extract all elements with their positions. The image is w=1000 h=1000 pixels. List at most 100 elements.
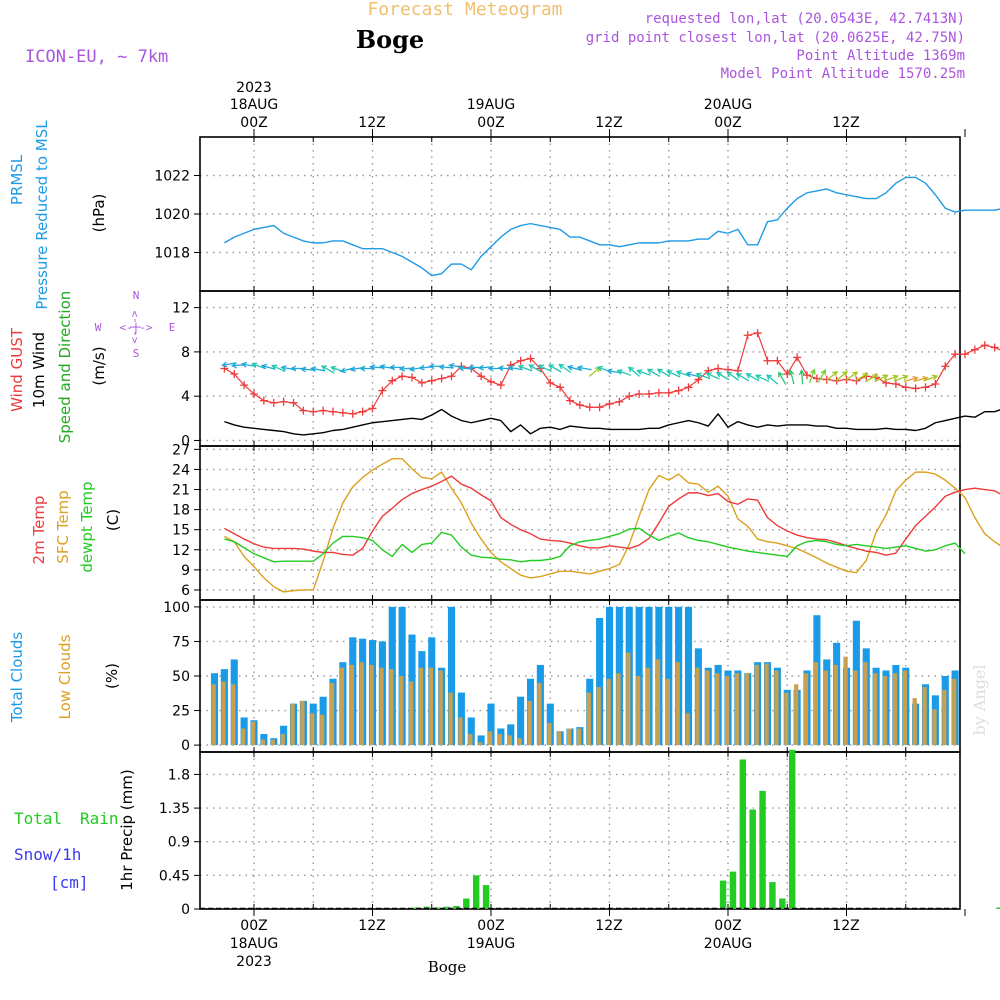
- temp-sfc-label: SFC Temp: [54, 490, 72, 563]
- gust-marker: [911, 384, 920, 393]
- total-cloud-bar: [477, 735, 485, 746]
- low-cloud-bar: [566, 728, 572, 746]
- low-cloud-bar: [399, 676, 404, 746]
- low-cloud-bar: [290, 703, 295, 746]
- plot-layer: 1018102010220481269121518212427025507510…: [154, 129, 1000, 918]
- low-cloud-bar: [359, 662, 364, 746]
- wind-arrow: [528, 364, 542, 373]
- top-hour-label-1: 00Z: [240, 115, 267, 131]
- wind-arrow: [705, 372, 720, 380]
- y-tick-label: 100: [163, 600, 190, 616]
- y-tick-label: 9: [181, 563, 190, 579]
- panel-precip: 0 0.45 0.9 1.35 1.8: [159, 751, 961, 918]
- rain-bar: [719, 880, 727, 909]
- y-tick-label: 21: [172, 483, 190, 499]
- top-date-label-1: 18AUG: [230, 97, 279, 113]
- gust-marker: [980, 341, 989, 350]
- gust-marker: [664, 388, 673, 397]
- low-cloud-bar: [823, 670, 828, 746]
- precip-rain-label: Rain: [80, 809, 119, 828]
- total-cloud-bar: [596, 617, 604, 746]
- precip-snow-label: Snow/1h: [14, 845, 81, 864]
- low-cloud-bar: [389, 669, 394, 746]
- low-cloud-bar: [320, 714, 325, 746]
- bottom-date-label-1: 18AUG: [230, 936, 279, 952]
- y-tick-label: 1020: [154, 207, 190, 223]
- low-cloud-bar: [270, 739, 275, 746]
- y-tick-label: 18: [172, 503, 190, 519]
- low-cloud-bar: [645, 667, 651, 746]
- wind-arrow: [798, 369, 805, 385]
- wind-arrow: [715, 372, 730, 381]
- compass-east: E: [169, 321, 176, 334]
- low-cloud-bar: [379, 667, 384, 746]
- rain-bar: [749, 809, 756, 909]
- gust-marker: [684, 383, 693, 392]
- gust-marker: [990, 343, 999, 352]
- footer-location: Boge: [428, 958, 467, 976]
- gust-marker: [763, 356, 772, 365]
- wind-arrow: [845, 371, 859, 381]
- wind-arrow: [923, 374, 939, 382]
- low-cloud-bar: [241, 728, 246, 746]
- bottom-date-label-3: 20AUG: [704, 936, 753, 952]
- low-cloud-bar: [468, 734, 473, 746]
- wind-arrow: [251, 362, 266, 370]
- low-cloud-bar: [744, 673, 749, 746]
- rain-bar: [739, 759, 747, 909]
- low-cloud-bar: [902, 670, 907, 746]
- gust-line: [224, 332, 1000, 415]
- wind-arrow: [835, 370, 848, 382]
- wind-arrow: [903, 375, 919, 383]
- low-cloud-bar: [853, 670, 858, 746]
- wind-arrow: [438, 364, 454, 371]
- wind-arrow: [778, 371, 787, 385]
- wind-arrow: [616, 369, 632, 376]
- bottom-hour-label-2: 12Z: [358, 918, 385, 934]
- gust-marker: [674, 386, 683, 395]
- panel-wind: 0 4 8 12: [172, 290, 961, 449]
- y-tick-label: 6: [181, 583, 190, 599]
- wind-arrow: [636, 369, 651, 376]
- pressure-line: [224, 176, 1000, 277]
- temp-unit: (C): [104, 509, 122, 531]
- compass-ns-arrows: <-|->: [128, 310, 141, 343]
- y-tick-label: 0: [181, 738, 190, 754]
- wind-arrow: [558, 363, 572, 374]
- dewpt-line: [224, 527, 966, 563]
- low-cloud-bar: [576, 728, 582, 746]
- wind-arrow: [566, 364, 582, 371]
- gust-marker: [625, 392, 634, 401]
- low-cloud-bar: [586, 692, 591, 746]
- gust-marker: [961, 350, 969, 359]
- low-cloud-bar: [695, 667, 700, 746]
- wind-arrow: [817, 369, 826, 383]
- panel-pressure: 1018 1020 1022: [154, 136, 961, 292]
- low-cloud-bar: [794, 684, 799, 746]
- gust-marker: [546, 378, 555, 387]
- y-tick-label: 4: [181, 389, 190, 405]
- top-hour-label-5: 00Z: [714, 115, 741, 131]
- y-tick-label: 50: [172, 669, 190, 685]
- low-cloud-bar: [685, 713, 690, 746]
- temp-dewpt-label: dewpt Temp: [78, 481, 96, 572]
- gust-marker: [970, 345, 979, 354]
- total-cloud-bar: [605, 606, 614, 746]
- gust-marker: [427, 376, 436, 385]
- wind-arrow: [726, 371, 740, 381]
- low-cloud-bar: [369, 664, 374, 746]
- gust-marker: [279, 397, 288, 406]
- bottom-hour-label-3: 00Z: [477, 918, 504, 934]
- low-cloud-bar: [339, 667, 345, 746]
- pressure-label-2: Pressure Reduced to MSL: [33, 120, 51, 310]
- total-cloud-bar: [684, 606, 693, 746]
- wind-arrow: [825, 370, 839, 382]
- low-cloud-bar: [527, 700, 532, 746]
- location-name: Boge: [356, 25, 424, 54]
- gust-marker: [388, 376, 397, 385]
- low-cloud-bar: [329, 682, 335, 746]
- wind-speed-dir-label: Speed and Direction: [56, 291, 74, 444]
- low-cloud-bar: [448, 692, 453, 746]
- low-cloud-bar: [882, 676, 888, 746]
